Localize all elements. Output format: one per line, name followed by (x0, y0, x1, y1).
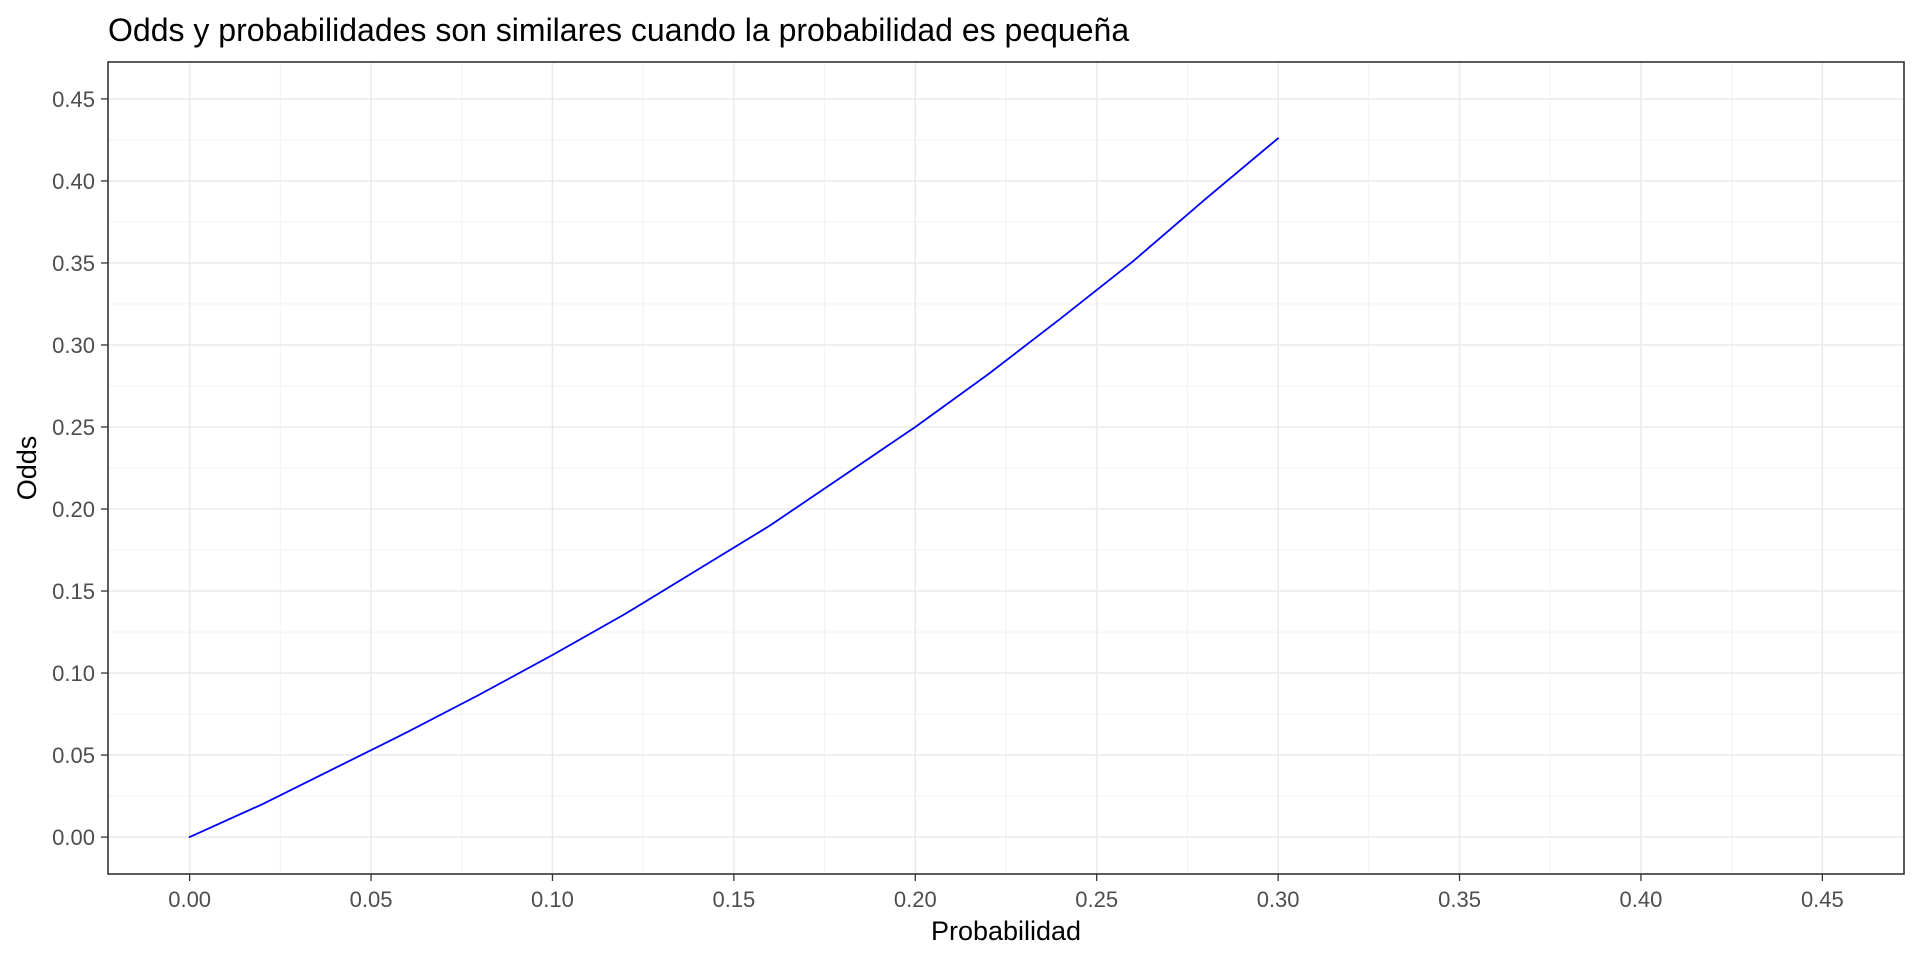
y-tick-label: 0.10 (52, 661, 95, 686)
y-axis-title: Odds (12, 436, 42, 501)
y-tick-label: 0.15 (52, 579, 95, 604)
series-layer (188, 137, 1280, 838)
x-tick-label: 0.05 (350, 887, 393, 912)
x-tick-label: 0.40 (1620, 887, 1663, 912)
x-tick-label: 0.15 (712, 887, 755, 912)
y-tick-label: 0.45 (52, 87, 95, 112)
x-tick-label: 0.25 (1075, 887, 1118, 912)
x-tick-label: 0.10 (531, 887, 574, 912)
y-tick-label: 0.40 (52, 169, 95, 194)
x-tick-label: 0.45 (1801, 887, 1844, 912)
chart-title: Odds y probabilidades son similares cuan… (108, 12, 1129, 48)
y-tick-label: 0.25 (52, 415, 95, 440)
grid (108, 62, 1904, 874)
y-tick-label: 0.00 (52, 825, 95, 850)
x-axis-title: Probabilidad (931, 916, 1081, 946)
x-tick-label: 0.35 (1438, 887, 1481, 912)
y-tick-label: 0.35 (52, 251, 95, 276)
y-tick-label: 0.05 (52, 743, 95, 768)
x-tick-label: 0.30 (1257, 887, 1300, 912)
x-tick-label: 0.20 (894, 887, 937, 912)
series-line-0 (188, 137, 1280, 838)
y-tick-label: 0.20 (52, 497, 95, 522)
plot-panel-border (107, 61, 1905, 875)
axes: 0.00 0.05 0.10 0.15 0.20 0.25 0.30 0.35 0.40 0.45… (52, 87, 1844, 912)
y-tick-label: 0.30 (52, 333, 95, 358)
x-tick-label: 0.00 (168, 887, 211, 912)
